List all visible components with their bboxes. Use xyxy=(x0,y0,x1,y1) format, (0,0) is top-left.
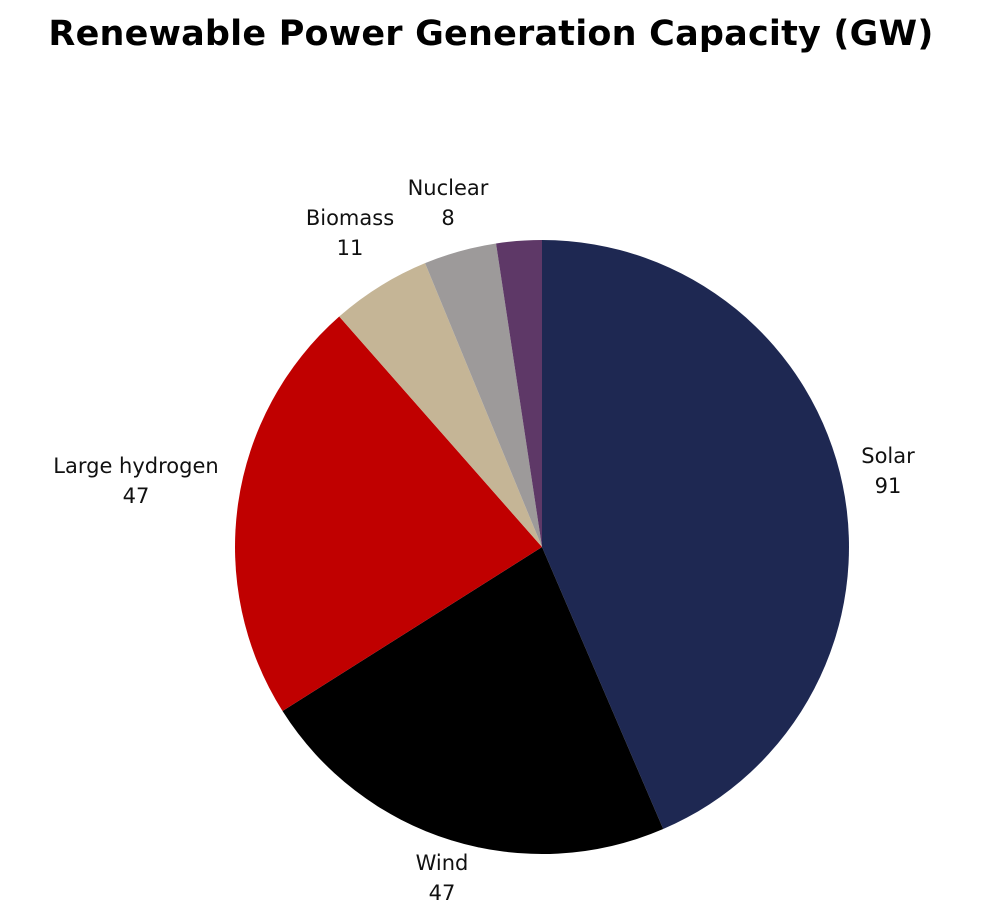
pie-slice-nuclear xyxy=(425,243,542,547)
slice-label-wind: Wind 47 xyxy=(416,851,469,905)
slice-label-value: 8 xyxy=(441,206,454,230)
slice-label-name: Large hydrogen xyxy=(53,454,218,478)
slice-label-value: 47 xyxy=(123,484,150,508)
pie-slice-biomass xyxy=(339,263,542,547)
pie-slice-solar xyxy=(542,240,849,830)
slice-label-large-hydrogen: Large hydrogen 47 xyxy=(53,454,218,508)
pie-slice-wind xyxy=(282,547,664,854)
slice-label-biomass: Biomass 11 xyxy=(306,206,394,260)
pie-slice-slice-5 xyxy=(496,240,542,547)
slice-label-value: 91 xyxy=(875,474,902,498)
chart-title: Renewable Power Generation Capacity (GW) xyxy=(48,14,934,54)
slice-label-value: 47 xyxy=(429,881,456,905)
pie-slice-large-hydrogen xyxy=(235,316,542,712)
pie-labels: Solar 91 Wind 47 Large hydrogen 47 Biomass 11 Nu… xyxy=(53,176,915,905)
slice-label-value: 11 xyxy=(337,236,364,260)
slice-label-name: Solar xyxy=(861,444,915,468)
slice-label-name: Biomass xyxy=(306,206,394,230)
slice-label-name: Nuclear xyxy=(408,176,489,200)
slice-label-solar: Solar 91 xyxy=(861,444,915,498)
slice-label-nuclear: Nuclear 8 xyxy=(408,176,489,230)
slice-label-name: Wind xyxy=(416,851,469,875)
pie-slices xyxy=(235,240,849,854)
